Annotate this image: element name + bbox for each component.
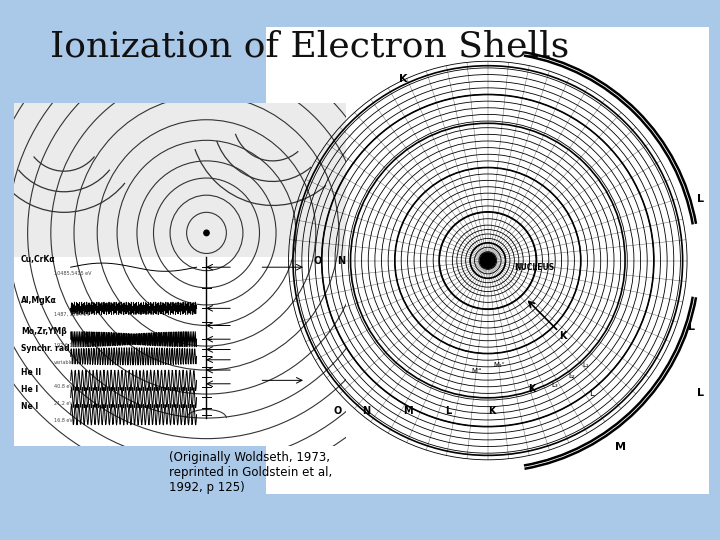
Text: K: K (528, 384, 536, 394)
Text: L: L (697, 388, 704, 399)
Text: Cu,CrKα: Cu,CrKα (21, 255, 55, 264)
Text: Mo,Zr,YMβ: Mo,Zr,YMβ (21, 327, 67, 336)
Text: L: L (697, 193, 704, 204)
Circle shape (204, 230, 209, 235)
Text: Al,MgKα: Al,MgKα (21, 296, 57, 305)
Text: M: M (615, 442, 626, 451)
Text: 16.8 eV: 16.8 eV (54, 418, 73, 423)
Text: 40.8 eV: 40.8 eV (54, 384, 73, 389)
Text: L₂: L₂ (569, 373, 575, 379)
Text: K: K (559, 331, 567, 341)
Text: O: O (313, 255, 321, 266)
Bar (14, 103, 346, 446)
Text: L₃: L₃ (551, 382, 557, 388)
Text: He II: He II (21, 368, 41, 377)
Bar (14, 103, 346, 257)
Text: He I: He I (21, 385, 38, 394)
Text: L: L (688, 322, 695, 332)
Text: M₁ᵛ: M₁ᵛ (493, 362, 505, 368)
Text: K: K (488, 406, 496, 416)
Circle shape (480, 253, 495, 268)
Text: NUCLEUS: NUCLEUS (514, 262, 554, 272)
Text: 21.2 eV: 21.2 eV (54, 401, 73, 406)
Text: variable: variable (54, 360, 74, 365)
Text: 10485,5415 eV: 10485,5415 eV (54, 271, 91, 275)
Text: L: L (445, 406, 451, 416)
Text: (Originally Woldseth, 1973,
reprinted in Goldstein et al,
1992, p 125): (Originally Woldseth, 1973, reprinted in… (169, 451, 333, 494)
Text: O: O (333, 406, 341, 416)
Text: Ionization of Electron Shells: Ionization of Electron Shells (50, 30, 570, 64)
Text: K: K (400, 74, 408, 84)
Text: 192.6,163.1 eV: 192.6,163.1 eV (54, 342, 91, 348)
Text: L₁: L₁ (582, 362, 588, 368)
Text: N: N (338, 255, 346, 266)
Text: N: N (362, 406, 370, 416)
Text: Ne I: Ne I (21, 402, 38, 411)
Text: Synchr. rad.: Synchr. rad. (21, 344, 73, 353)
Bar (266, 27, 709, 494)
Text: M: M (403, 406, 413, 416)
Text: Mᵚ: Mᵚ (472, 368, 482, 374)
Text: 1487, 1254 eV: 1487, 1254 eV (54, 312, 90, 317)
Text: L: L (590, 389, 594, 398)
